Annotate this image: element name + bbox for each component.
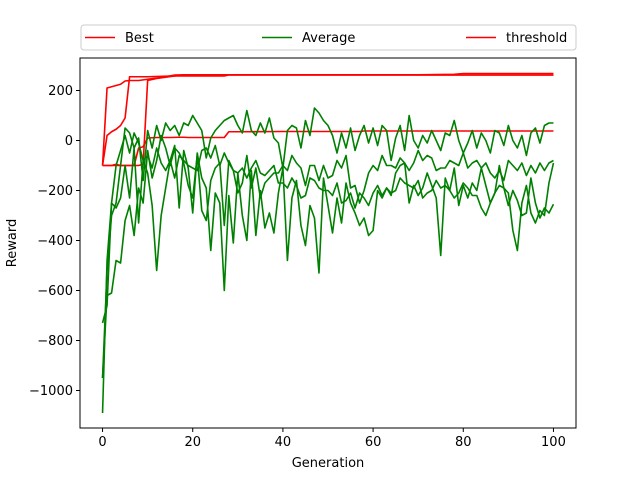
- legend-label-1: Average: [302, 31, 355, 46]
- y-axis: −1000 −800 −600 −400 −200 0 200: [29, 84, 80, 399]
- x-tick-label: 20: [184, 435, 201, 450]
- average-series-line-6: [101, 144, 555, 324]
- average-series-line-7: [101, 107, 554, 379]
- y-tick-label: 200: [48, 84, 73, 99]
- y-tick-label: −1000: [29, 384, 73, 399]
- x-tick-label: 0: [98, 435, 106, 450]
- legend-label-0: Best: [125, 31, 154, 46]
- series-layer: [101, 72, 555, 414]
- plot-frame: [79, 57, 577, 429]
- legend-box: [80, 24, 577, 51]
- x-tick-label: 80: [455, 435, 472, 450]
- x-axis-label: Generation: [292, 456, 365, 471]
- y-tick-label: −200: [37, 184, 73, 199]
- x-tick-label: 60: [365, 435, 382, 450]
- y-tick-label: −800: [37, 334, 73, 349]
- best-series-line-2: [101, 74, 554, 166]
- best-series-line-0: [101, 72, 554, 166]
- y-tick-label: −400: [37, 234, 73, 249]
- legend: Best Average threshold: [80, 24, 577, 51]
- legend-label-2: threshold: [506, 31, 567, 46]
- y-axis-label: Reward: [5, 219, 20, 267]
- best-series-line-1: [102, 73, 554, 167]
- x-tick-label: 100: [541, 435, 566, 450]
- x-axis: 0 20 40 60 80 100: [98, 428, 566, 450]
- average-series-line-4: [101, 132, 555, 414]
- average-series-line-5: [101, 134, 554, 379]
- x-tick-label: 40: [275, 435, 292, 450]
- y-tick-label: −600: [37, 284, 73, 299]
- y-tick-label: 0: [65, 134, 73, 149]
